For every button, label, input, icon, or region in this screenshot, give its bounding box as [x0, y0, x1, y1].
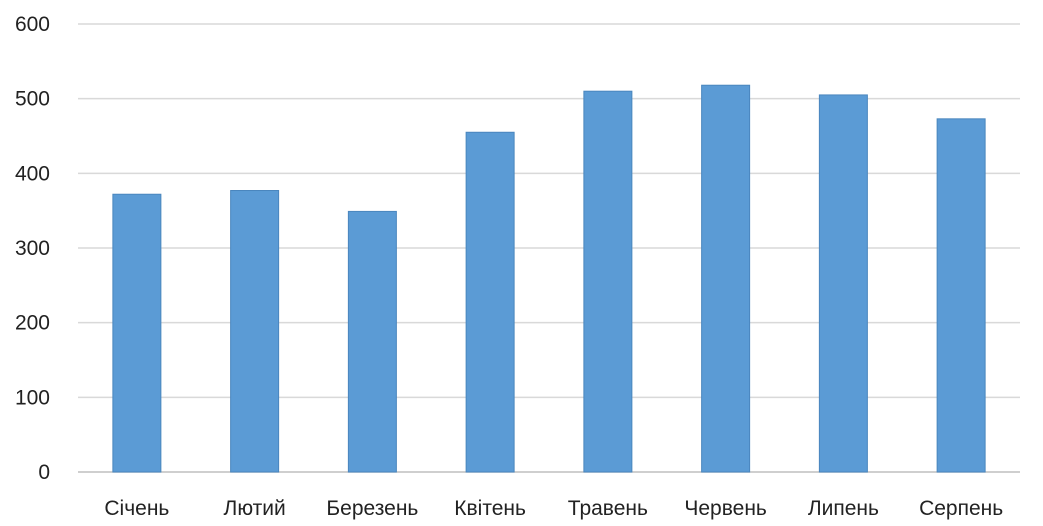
x-axis-categories: Січень Лютий Березень Квітень Травень Червень… — [104, 497, 1003, 520]
y-tick-label: 200 — [15, 312, 50, 335]
bar-3 — [347, 210, 397, 473]
y-tick-label: 600 — [15, 13, 50, 36]
y-tick-label: 500 — [15, 88, 50, 111]
x-category-label: Липень — [808, 497, 879, 520]
bar-2 — [230, 190, 280, 473]
y-axis-ticks: 0 100 200 300 400 500 600 — [15, 13, 50, 484]
bar-1 — [112, 193, 162, 473]
bar-4 — [465, 131, 515, 473]
gridlines — [78, 23, 1020, 473]
bar-5 — [583, 90, 633, 473]
x-category-label: Травень — [568, 497, 648, 520]
x-category-label: Лютий — [224, 497, 286, 520]
bar-7 — [818, 94, 868, 473]
x-category-label: Червень — [684, 497, 767, 520]
x-category-label: Квітень — [454, 497, 526, 520]
x-category-label: Серпень — [919, 497, 1003, 520]
y-tick-label: 400 — [15, 162, 50, 185]
bar-8 — [936, 118, 986, 473]
bars — [112, 84, 986, 473]
y-tick-label: 0 — [38, 461, 50, 484]
y-tick-label: 100 — [15, 386, 50, 409]
y-tick-label: 300 — [15, 237, 50, 260]
x-category-label: Березень — [326, 497, 418, 520]
bar-6 — [701, 84, 751, 473]
x-category-label: Січень — [104, 497, 169, 520]
